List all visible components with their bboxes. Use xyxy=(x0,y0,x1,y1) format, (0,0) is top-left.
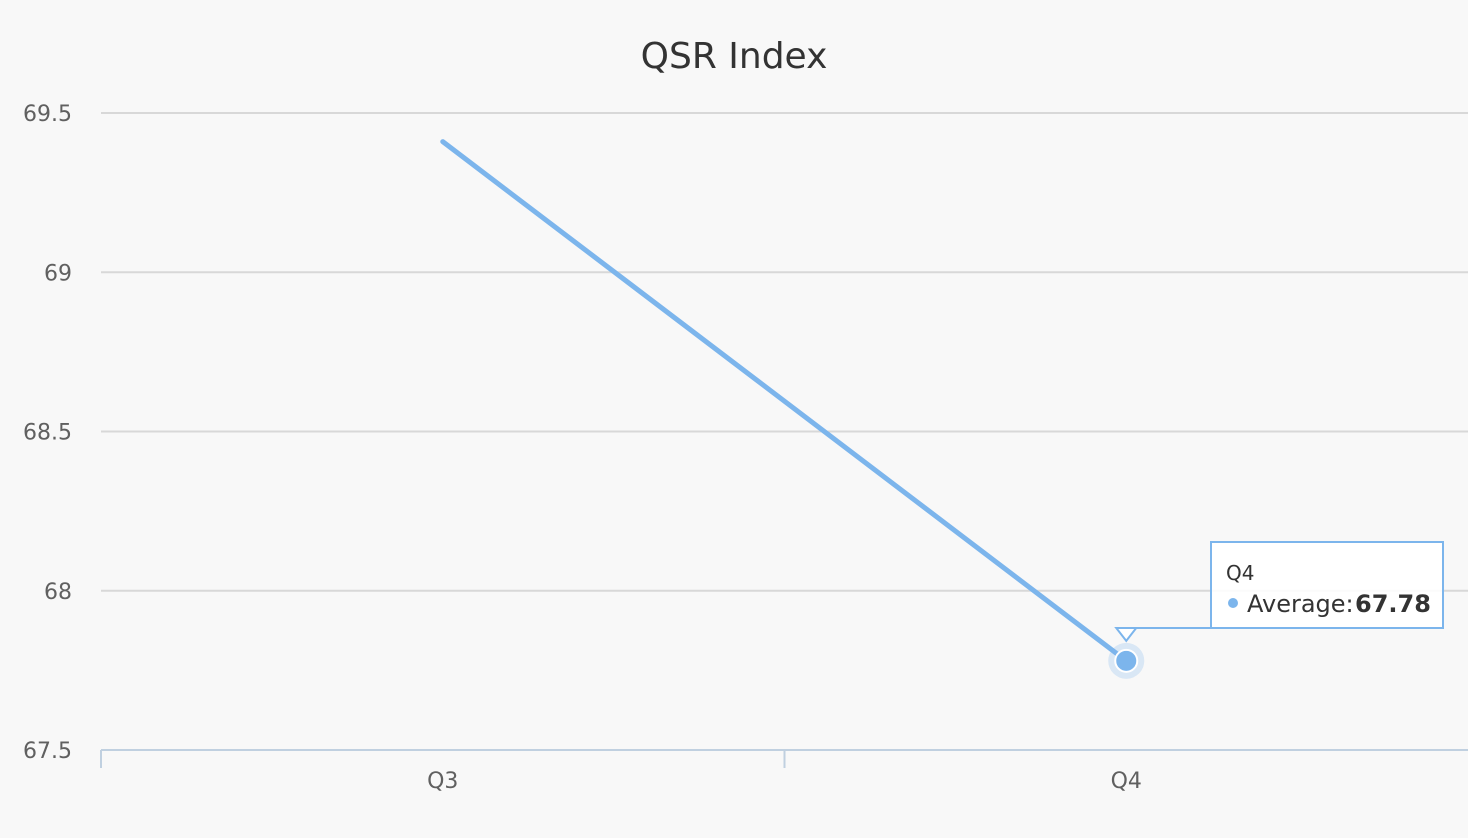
data-point-marker[interactable] xyxy=(1114,648,1139,673)
chart-title: QSR Index xyxy=(641,36,828,77)
y-tick-label: 69.5 xyxy=(23,102,72,127)
x-tick-label: Q4 xyxy=(1111,769,1142,794)
x-tick-label: Q3 xyxy=(427,769,458,794)
tooltip-value: 67.78 xyxy=(1355,590,1431,618)
y-tick-label: 67.5 xyxy=(23,739,72,764)
series-line xyxy=(440,139,1129,664)
y-tick-label: 68.5 xyxy=(23,421,72,446)
gridlines xyxy=(101,112,1468,592)
tooltip-series-dot xyxy=(1228,598,1238,608)
x-axis: Q3 Q4 xyxy=(100,749,1468,794)
series-layer xyxy=(440,139,1145,679)
tooltip: Q4 Average: 67.78 xyxy=(1114,541,1444,643)
y-tick-label: 68 xyxy=(44,580,72,605)
y-tick-label: 69 xyxy=(44,261,72,286)
tooltip-box xyxy=(1114,541,1444,643)
tooltip-series-label: Average: xyxy=(1247,590,1354,618)
tooltip-category: Q4 xyxy=(1226,561,1254,585)
y-axis: 67.5 68 68.5 69 69.5 xyxy=(23,102,72,764)
